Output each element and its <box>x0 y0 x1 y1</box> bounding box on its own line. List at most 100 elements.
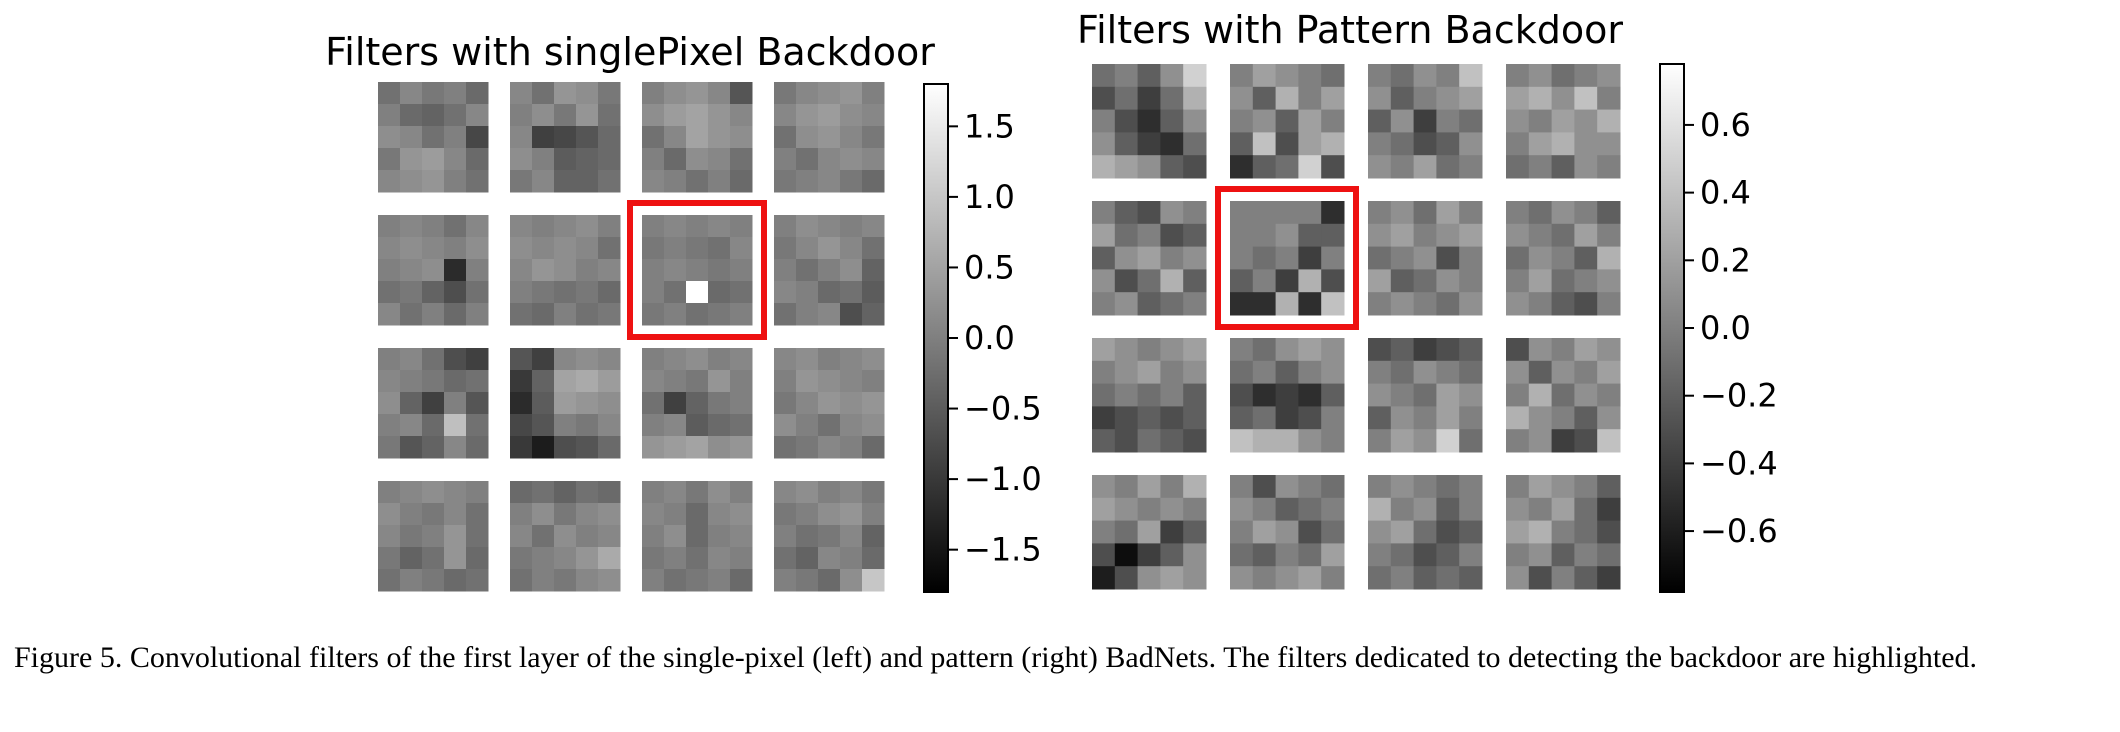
left-filter-pixel <box>510 303 533 326</box>
right-filter-pixel <box>1390 406 1415 430</box>
left-filter-pixel <box>664 237 687 260</box>
right-filter-pixel <box>1597 132 1621 156</box>
left-filter-pixel <box>774 237 797 260</box>
left-filter-pixel <box>818 259 841 282</box>
left-filter-pixel <box>862 259 885 282</box>
right-filter-pixel <box>1275 497 1299 522</box>
right-filter-pixel <box>1436 269 1460 293</box>
left-filter-pixel <box>642 481 665 504</box>
right-filter-pixel <box>1321 155 1345 179</box>
right-filter-pixel <box>1597 406 1621 430</box>
right-filter-pixel <box>1528 246 1553 270</box>
right-filter-pixel <box>1574 360 1598 385</box>
left-filter-pixel <box>598 126 621 149</box>
left-filter-pixel <box>444 82 467 105</box>
left-filter-r1-c3 <box>774 215 885 326</box>
left-filter-pixel <box>796 82 819 105</box>
left-filter-pixel <box>818 547 841 570</box>
left-filter-pixel <box>576 525 599 548</box>
left-filter-pixel <box>576 436 599 459</box>
right-filter-pixel <box>1551 520 1575 544</box>
left-filter-pixel <box>532 569 555 592</box>
left-filter-pixel <box>378 82 401 105</box>
left-filter-pixel <box>686 148 709 171</box>
right-filter-pixel <box>1459 475 1483 499</box>
left-filter-pixel <box>818 481 841 504</box>
left-filter-pixel <box>532 82 555 105</box>
left-filter-pixel <box>598 303 621 326</box>
right-filter-pixel <box>1160 86 1184 111</box>
left-filter-pixel <box>796 237 819 260</box>
left-filter-pixel <box>444 481 467 504</box>
left-filter-pixel <box>796 436 819 459</box>
left-filter-pixel <box>532 259 555 282</box>
right-filter-pixel <box>1597 155 1621 179</box>
right-filter-pixel <box>1230 132 1254 156</box>
left-colorbar-tick-label: −1.5 <box>964 531 1042 569</box>
right-filter-pixel <box>1413 292 1437 316</box>
left-filter-pixel <box>576 281 599 304</box>
left-filter-pixel <box>730 503 753 526</box>
right-filter-pixel <box>1092 543 1116 567</box>
left-filter-pixel <box>642 170 665 193</box>
left-filter-pixel <box>774 215 797 238</box>
right-filter-pixel <box>1368 223 1392 248</box>
left-filter-pixel <box>400 436 423 459</box>
right-filter-r2-c2 <box>1368 338 1483 453</box>
right-filter-pixel <box>1390 338 1415 362</box>
right-filter-pixel <box>1092 109 1116 133</box>
left-filter-pixel <box>466 370 489 393</box>
right-filter-pixel <box>1413 109 1437 133</box>
right-filter-pixel <box>1183 406 1207 430</box>
right-filter-pixel <box>1160 64 1184 88</box>
left-filter-pixel <box>444 569 467 592</box>
right-filter-pixel <box>1298 475 1322 499</box>
right-filter-pixel <box>1092 201 1116 225</box>
left-filter-pixel <box>554 370 577 393</box>
left-filter-pixel <box>862 82 885 105</box>
left-filter-pixel <box>642 503 665 526</box>
right-filter-pixel <box>1230 360 1254 385</box>
left-filter-pixel <box>818 148 841 171</box>
right-filter-pixel <box>1137 292 1161 316</box>
left-filter-pixel <box>730 414 753 437</box>
right-filter-pixel <box>1137 497 1161 522</box>
right-filter-pixel <box>1114 383 1139 407</box>
left-filter-pixel <box>818 370 841 393</box>
left-filter-pixel <box>796 126 819 149</box>
left-filter-pixel <box>510 414 533 437</box>
left-filter-pixel <box>554 170 577 193</box>
left-filter-pixel <box>708 569 731 592</box>
right-filter-pixel <box>1574 543 1598 567</box>
left-colorbar-ticks: 1.5 1.0 0.5 0.0 −0.5 −1.0 −1.5 <box>948 107 1042 569</box>
right-filter-pixel <box>1551 566 1575 590</box>
left-filter-pixel <box>686 281 709 304</box>
left-filter-pixel <box>422 82 445 105</box>
left-filter-pixel <box>774 348 797 371</box>
right-filter-pixel <box>1551 406 1575 430</box>
left-filter-pixel <box>796 104 819 127</box>
left-filter-pixel <box>840 569 863 592</box>
right-filter-pixel <box>1160 360 1184 385</box>
left-filter-pixel <box>862 215 885 238</box>
left-filter-pixel <box>598 148 621 171</box>
right-filter-r2-c1 <box>1230 338 1345 453</box>
right-filter-pixel <box>1137 429 1161 453</box>
left-filter-pixel <box>642 436 665 459</box>
left-filter-pixel <box>378 281 401 304</box>
right-filter-pixel <box>1459 109 1483 133</box>
right-filter-pixel <box>1298 566 1322 590</box>
left-filter-pixel <box>818 348 841 371</box>
right-filter-pixel <box>1092 155 1116 179</box>
left-filter-r0-c1 <box>510 82 621 193</box>
right-filter-pixel <box>1506 429 1530 453</box>
left-filter-pixel <box>862 547 885 570</box>
left-filter-pixel <box>818 237 841 260</box>
left-filter-pixel <box>576 392 599 415</box>
right-filter-pixel <box>1597 269 1621 293</box>
right-filter-pixel <box>1137 566 1161 590</box>
left-filter-pixel <box>862 104 885 127</box>
right-filter-pixel <box>1574 292 1598 316</box>
right-filter-pixel <box>1092 429 1116 453</box>
right-filter-pixel <box>1230 338 1254 362</box>
